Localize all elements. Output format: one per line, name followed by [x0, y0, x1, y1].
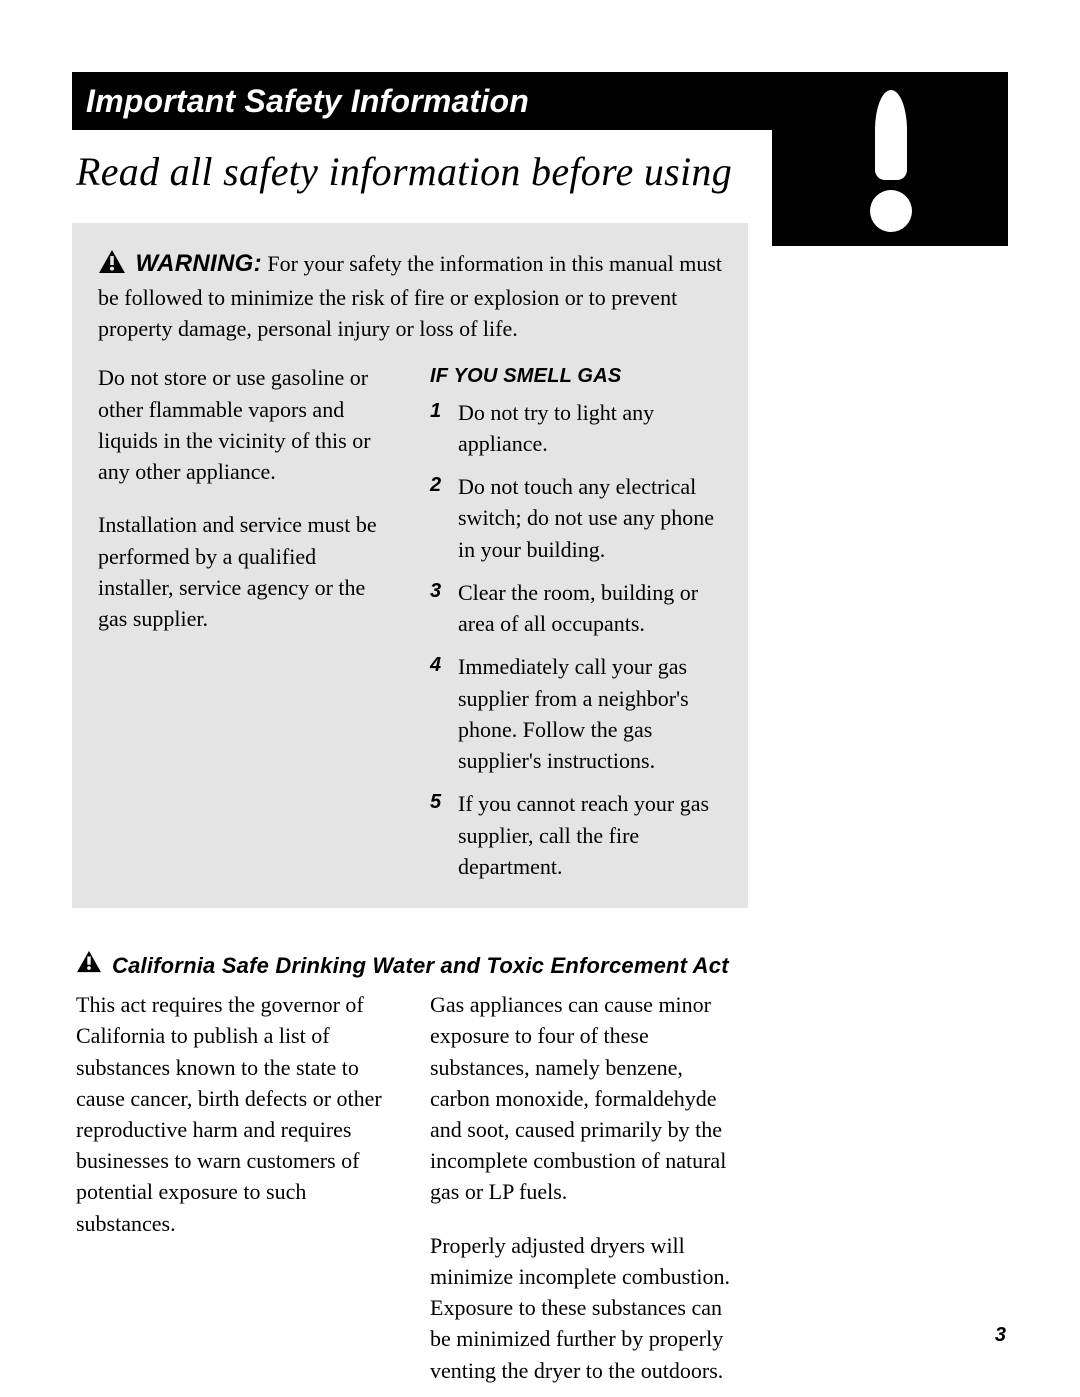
list-number: 5 — [430, 788, 452, 882]
exclamation-badge — [772, 72, 1008, 246]
list-text: Clear the room, building or area of all … — [458, 577, 722, 639]
paragraph: Gas appliances can cause minor exposure … — [430, 989, 744, 1208]
california-section: California Safe Drinking Water and Toxic… — [72, 950, 748, 1386]
warning-label: WARNING: — [136, 250, 262, 277]
list-item: 3Clear the room, building or area of all… — [430, 577, 722, 639]
warning-paragraph: WARNING: For your safety the information… — [98, 247, 722, 344]
list-text: Do not touch any electrical switch; do n… — [458, 471, 722, 565]
warning-right-column: IF YOU SMELL GAS 1Do not try to light an… — [430, 362, 722, 882]
list-text: Do not try to light any appliance. — [458, 397, 722, 459]
california-heading-row: California Safe Drinking Water and Toxic… — [76, 950, 744, 979]
warning-triangle-icon — [98, 249, 126, 283]
paragraph: Properly adjusted dryers will minimize i… — [430, 1230, 744, 1386]
california-heading: California Safe Drinking Water and Toxic… — [112, 953, 729, 979]
exclamation-dot-icon — [870, 190, 912, 232]
list-number: 2 — [430, 471, 452, 565]
exclamation-stem-icon — [875, 90, 907, 180]
california-columns: This act requires the governor of Califo… — [76, 989, 744, 1386]
paragraph: Installation and service must be perform… — [98, 509, 390, 634]
california-right-column: Gas appliances can cause minor exposure … — [430, 989, 744, 1386]
warning-left-column: Do not store or use gasoline or other fl… — [98, 362, 390, 882]
gas-list: 1Do not try to light any appliance. 2Do … — [430, 397, 722, 882]
warning-triangle-icon — [76, 950, 102, 979]
gas-heading: IF YOU SMELL GAS — [430, 362, 722, 390]
warning-box: WARNING: For your safety the information… — [72, 223, 748, 908]
list-item: 1Do not try to light any appliance. — [430, 397, 722, 459]
paragraph: Do not store or use gasoline or other fl… — [98, 362, 390, 487]
list-number: 4 — [430, 651, 452, 776]
header-title: Important Safety Information — [86, 83, 529, 120]
warning-columns: Do not store or use gasoline or other fl… — [98, 362, 722, 882]
list-number: 1 — [430, 397, 452, 459]
page: Important Safety Information Read all sa… — [0, 0, 1080, 1397]
list-item: 2Do not touch any electrical switch; do … — [430, 471, 722, 565]
list-item: 5If you cannot reach your gas supplier, … — [430, 788, 722, 882]
list-item: 4Immediately call your gas supplier from… — [430, 651, 722, 776]
paragraph: This act requires the governor of Califo… — [76, 989, 390, 1239]
list-number: 3 — [430, 577, 452, 639]
california-left-column: This act requires the governor of Califo… — [76, 989, 390, 1386]
list-text: If you cannot reach your gas supplier, c… — [458, 788, 722, 882]
page-number: 3 — [995, 1324, 1006, 1347]
list-text: Immediately call your gas supplier from … — [458, 651, 722, 776]
